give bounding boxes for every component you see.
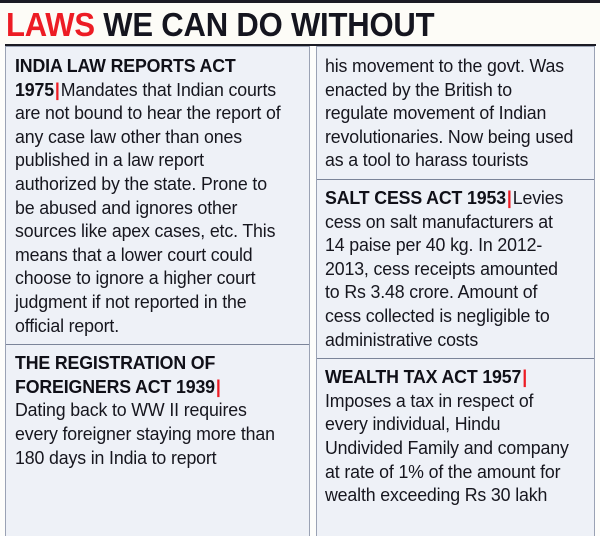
page-title: LAWS WE CAN DO WITHOUT [6,5,435,43]
right-column: his movement to the govt. Was enacted by… [316,46,595,536]
act-body: Imposes a tax in respect of every indivi… [325,389,569,506]
title-rest: WE CAN DO WITHOUT [94,5,435,43]
act-body: Mandates that Indian courts are not boun… [15,78,281,336]
infographic-header: LAWS WE CAN DO WITHOUT [0,3,600,44]
entry-divider [6,344,310,346]
entry-salt-cess-act: SALT CESS ACT 1953|Levies cess on salt m… [325,186,585,351]
continuation-body: his movement to the govt. Was enacted by… [325,55,574,171]
act-name: SALT CESS ACT 1953 [325,186,506,208]
act-body: Levies cess on salt manufacturers at 14 … [325,186,564,350]
entry-divider [316,358,594,360]
act-name: INDIA LAW REPORTS ACT 1975 [15,55,236,100]
separator-glyph: | [506,186,512,208]
entry-foreigners-act-continuation: his movement to the govt. Was enacted by… [325,54,585,172]
separator-glyph: | [215,375,221,397]
left-column: INDIA LAW REPORTS ACT 1975|Mandates that… [5,46,310,536]
entry-wealth-tax-act: WEALTH TAX ACT 1957| Imposes a tax in res… [325,365,585,507]
header-rule [5,44,596,46]
columns-container: INDIA LAW REPORTS ACT 1975|Mandates that… [0,46,600,536]
title-highlight: LAWS [6,5,95,43]
column-gap [310,46,316,536]
separator-glyph: | [522,366,528,388]
act-name: WEALTH TAX ACT 1957 [325,366,522,388]
act-body: Dating back to WW II requires every fore… [15,399,275,468]
entry-divider [316,178,594,180]
entry-registration-of-foreigners-act: THE REGISTRATION OF FOREIGNERS ACT 1939|… [15,351,301,469]
entry-india-law-reports-act: INDIA LAW REPORTS ACT 1975|Mandates that… [15,54,301,337]
act-name: THE REGISTRATION OF FOREIGNERS ACT 1939 [15,352,216,397]
separator-glyph: | [54,78,60,100]
